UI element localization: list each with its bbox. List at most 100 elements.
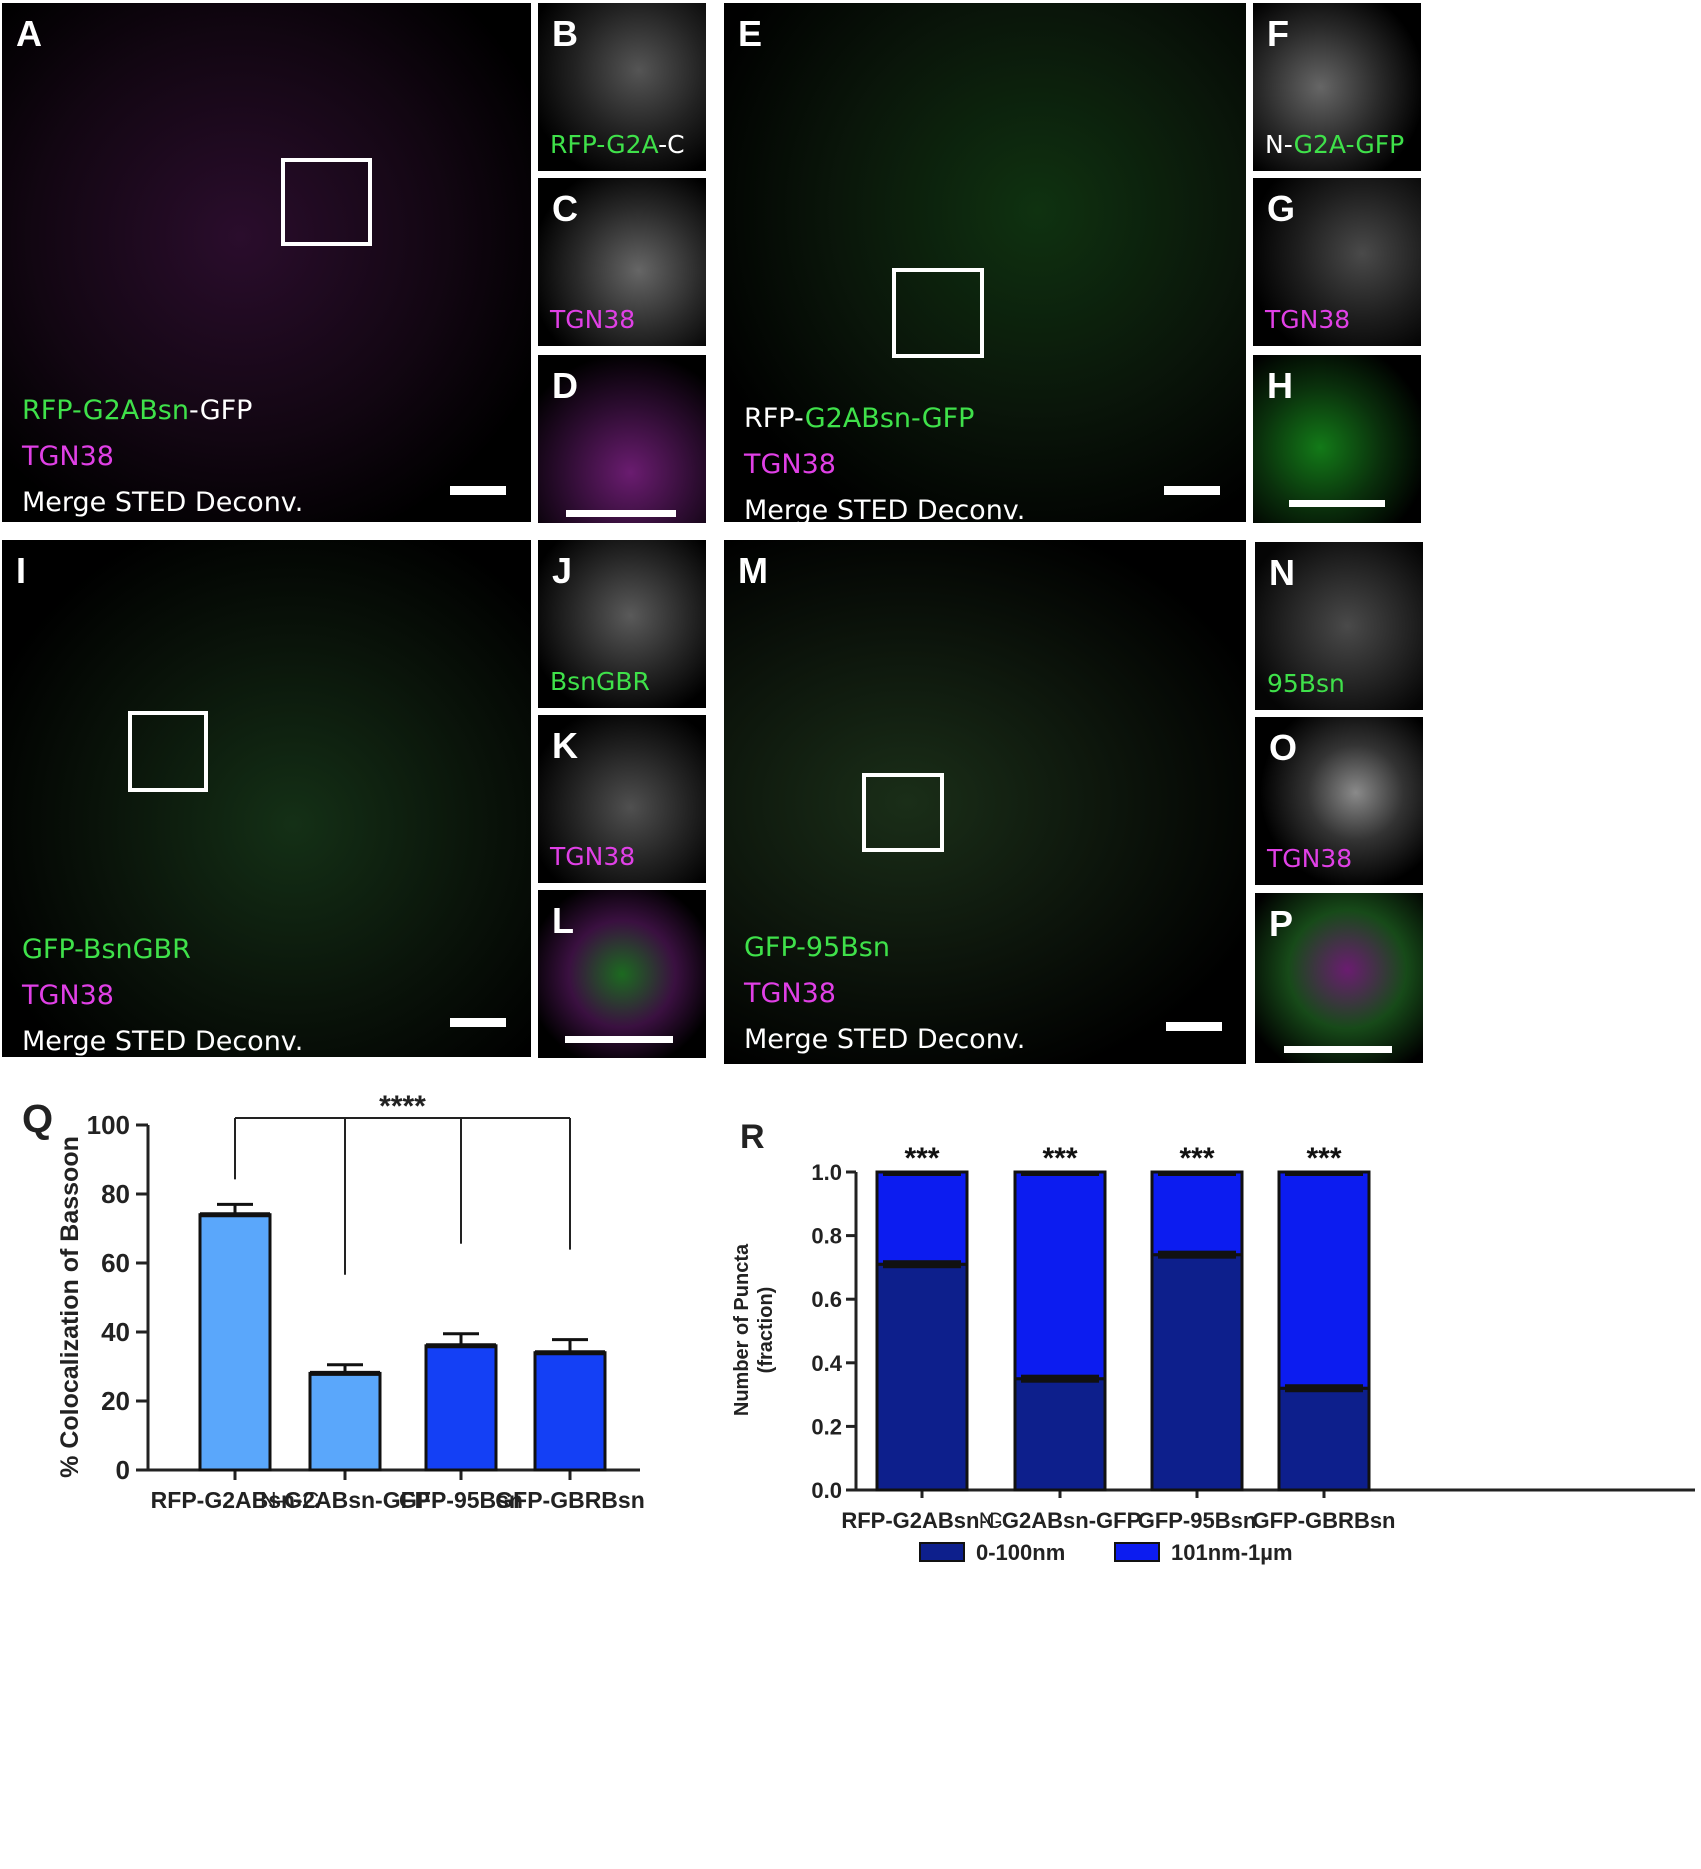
panel-p-inset: P	[1255, 893, 1423, 1063]
panel-label-q: Q	[22, 1097, 53, 1141]
panel-m-legend: GFP-95Bsn TGN38 Merge STED Deconv.	[744, 925, 1025, 1063]
inset-scale-bar	[1284, 1046, 1392, 1053]
y-tick-label: 0.6	[811, 1287, 842, 1312]
bar-segment-far	[1013, 1170, 1107, 1381]
y-tick-label: 20	[101, 1386, 130, 1416]
inset-caption-j: BsnGBR	[550, 667, 650, 696]
y-tick-label: 0.4	[811, 1351, 842, 1376]
panel-label-j: J	[552, 550, 573, 591]
panel-f-inset: F N-G2A-GFP	[1253, 3, 1421, 171]
y-axis-label-line1: Number of Puncta	[731, 1243, 753, 1416]
y-tick-label: 80	[101, 1179, 130, 1209]
bar-segment-near	[1013, 1377, 1107, 1492]
bar-segment-far	[875, 1170, 969, 1266]
bar	[308, 1371, 382, 1472]
bar	[198, 1213, 272, 1472]
inset-caption-k: TGN38	[550, 842, 636, 871]
significance-marker: ***	[1306, 1142, 1341, 1175]
panel-label-n: N	[1269, 552, 1295, 593]
x-tick-label: RFP-G2ABsn-C	[151, 1487, 320, 1513]
bar-segment-far	[1150, 1170, 1244, 1257]
panel-label-l: L	[552, 900, 574, 941]
x-tick-label: GFP-95Bsn	[1138, 1508, 1257, 1533]
y-tick-label: 0.2	[811, 1414, 842, 1439]
panel-a-merge-image: A RFP-G2ABsn-GFP TGN38 Merge STED Deconv…	[2, 3, 531, 522]
legend-swatch	[919, 1542, 965, 1562]
panel-g-inset: G TGN38	[1253, 178, 1421, 346]
legend-tgn38: TGN38	[744, 978, 836, 1009]
panel-label-c: C	[552, 188, 578, 229]
panel-n-inset: N 95Bsn	[1255, 542, 1423, 710]
legend-label: 0-100nm	[976, 1540, 1065, 1565]
panel-label-r: R	[740, 1118, 765, 1156]
error-bar	[1021, 1171, 1099, 1176]
significance-marker: ***	[904, 1142, 939, 1175]
region-of-interest-box	[281, 158, 372, 246]
y-tick-label: 100	[87, 1110, 130, 1140]
panel-h-inset: H	[1253, 355, 1421, 523]
legend-swatch	[1114, 1542, 1160, 1562]
inset-scale-bar	[565, 1036, 673, 1043]
legend-merge: Merge STED Deconv.	[744, 1024, 1026, 1055]
inset-caption-o: TGN38	[1267, 844, 1353, 873]
chart-q-colocalization: Q % Colocalization of Bassoon 0 20 40 60 80 1…	[22, 1090, 645, 1513]
bar-segment-near	[1277, 1386, 1371, 1492]
error-bar	[883, 1260, 961, 1269]
legend-tgn38: TGN38	[22, 980, 114, 1011]
x-tick-label: RFP-G2ABsn-C	[841, 1508, 1002, 1533]
panel-label-i: I	[16, 550, 27, 591]
y-axis-label-line2: (fraction)	[755, 1287, 777, 1374]
panel-label-k: K	[552, 725, 578, 766]
panel-e-merge-image: E RFP-G2ABsn-GFP TGN38 Merge STED Deconv…	[724, 3, 1246, 522]
y-tick-label: 0.0	[811, 1478, 842, 1503]
y-axis-label: % Colocalization of Bassoon	[56, 1136, 84, 1478]
legend-protein-green: GFP-95Bsn	[744, 932, 890, 963]
panel-label-h: H	[1267, 365, 1293, 406]
inset-caption-n: 95Bsn	[1267, 669, 1345, 698]
inset-caption-g: TGN38	[1265, 305, 1351, 334]
legend-merge: Merge STED Deconv.	[744, 495, 1026, 522]
x-tick-label: GFP-GBRBsn	[495, 1487, 645, 1513]
region-of-interest-box	[862, 773, 944, 852]
significance-marker: ****	[379, 1090, 426, 1123]
x-tick-label: N-G2ABsn-GFP	[979, 1508, 1142, 1533]
panel-i-legend: GFP-BsnGBR TGN38 Merge STED Deconv.	[22, 927, 303, 1057]
y-tick-label: 40	[101, 1317, 130, 1347]
region-of-interest-box	[892, 268, 984, 358]
panel-label-p: P	[1269, 903, 1294, 944]
y-tick-label: 0	[116, 1455, 130, 1485]
significance-marker: ***	[1042, 1142, 1077, 1175]
bar-segment-far	[1277, 1170, 1371, 1390]
bar	[424, 1344, 498, 1472]
legend-tgn38: TGN38	[744, 449, 836, 480]
legend-protein-green: GFP-BsnGBR	[22, 934, 191, 965]
inset-scale-bar	[1289, 500, 1385, 507]
y-tick-label: 1.0	[811, 1160, 842, 1185]
panel-d-inset: D	[538, 355, 706, 523]
panel-c-inset: C TGN38	[538, 178, 706, 346]
x-tick-label: GFP-GBRBsn	[1253, 1508, 1396, 1533]
y-tick-label: 0.8	[811, 1224, 842, 1249]
inset-caption-b2: G2A	[606, 130, 659, 159]
error-bar	[883, 1171, 961, 1176]
inset-caption-f2: G2A-GFP	[1293, 130, 1405, 159]
panel-label-o: O	[1269, 727, 1298, 768]
region-of-interest-box	[128, 711, 208, 792]
panel-label-f: F	[1267, 13, 1289, 54]
legend-protein-prefix: RFP-	[744, 403, 805, 434]
y-tick-label: 60	[101, 1248, 130, 1278]
panel-label-e: E	[738, 13, 763, 54]
panel-k-inset: K TGN38	[538, 715, 706, 883]
inset-scale-bar	[566, 510, 676, 517]
error-bar	[1285, 1384, 1363, 1393]
panel-label-m: M	[738, 550, 768, 591]
panel-label-b: B	[552, 13, 578, 54]
panel-a-legend: RFP-G2ABsn-GFP TGN38 Merge STED Deconv.	[22, 388, 303, 522]
panel-m-merge-image: M GFP-95Bsn TGN38 Merge STED Deconv.	[724, 540, 1246, 1064]
legend-label: 101nm-1µm	[1171, 1540, 1293, 1565]
chart-r-puncta-fraction: R Number of Puncta (fraction) 0.0 0.2 0.4 0…	[731, 1118, 1695, 1565]
legend-merge: Merge STED Deconv.	[22, 487, 304, 518]
panel-label-a: A	[16, 13, 42, 54]
inset-caption-f1: N-	[1265, 130, 1294, 159]
error-bar	[1021, 1374, 1099, 1383]
